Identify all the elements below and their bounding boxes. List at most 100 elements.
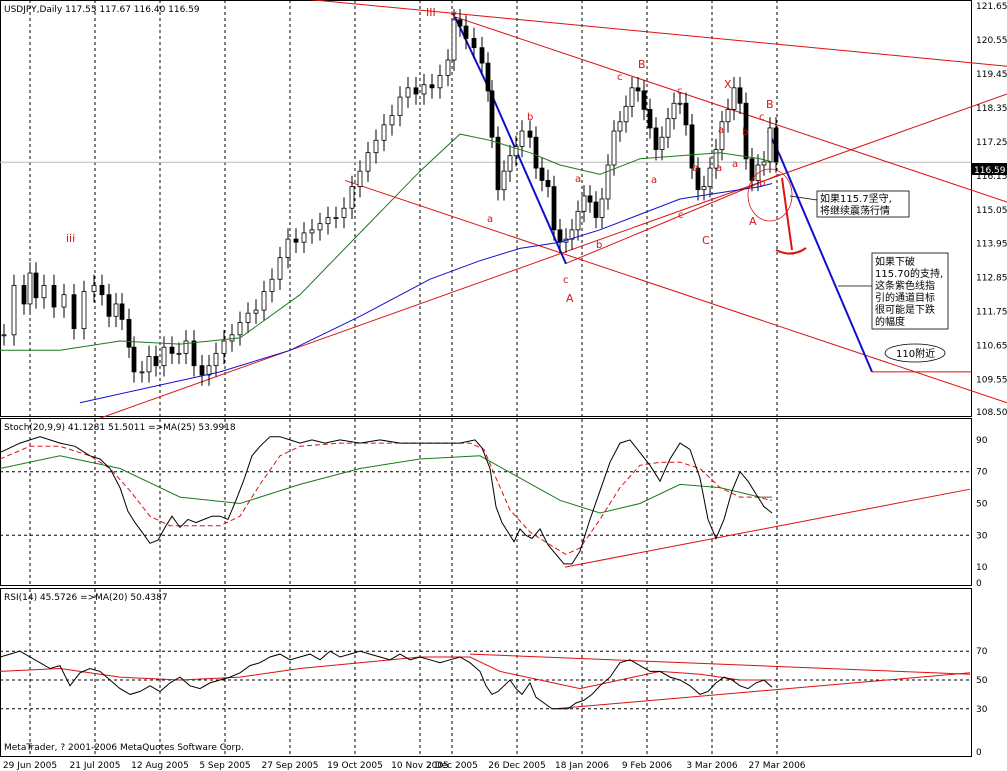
- x-tick-label: 27 Sep 2005: [261, 761, 318, 771]
- price-tick-label: 119.45: [976, 70, 1007, 80]
- price-bar-body: [575, 210, 581, 231]
- x-tick-label: 10 Nov 2005: [391, 761, 449, 771]
- price-bar-body: [221, 340, 227, 354]
- wave-label: a: [716, 163, 722, 174]
- price-bar-body: [617, 121, 623, 132]
- price-bar-body: [389, 115, 395, 126]
- price-bar-body: [285, 238, 291, 259]
- rsi-tick-label: 50: [976, 676, 988, 686]
- price-bar-body: [557, 229, 563, 243]
- price-bar-body: [146, 356, 152, 373]
- price-tick-label: 120.55: [976, 36, 1007, 46]
- price-bar-body: [81, 291, 87, 330]
- price-bar-body: [707, 167, 713, 188]
- price-bar-body: [445, 59, 451, 76]
- price-bar-body: [229, 334, 235, 342]
- x-tick-label: 12 Aug 2005: [131, 761, 189, 771]
- main-header: USDJPY,Daily 117.55 117.67 116.40 116.59: [4, 5, 200, 15]
- wave-label: c: [617, 72, 623, 83]
- price-bar-body: [629, 87, 635, 107]
- price-bar-body: [437, 75, 443, 89]
- price-bar-body: [397, 96, 403, 117]
- wave-label: B: [638, 58, 646, 71]
- stoch-tick-label: 50: [976, 500, 988, 510]
- price-bar-body: [253, 309, 259, 314]
- price-bar-body: [333, 217, 339, 219]
- price-bar-body: [479, 47, 485, 64]
- rsi-ma-line: [0, 656, 772, 690]
- x-tick-label: 3 Mar 2006: [686, 761, 738, 771]
- x-tick-label: 2 Dec 2005: [426, 761, 478, 771]
- price-bar-body: [713, 149, 719, 169]
- price-bar-body: [689, 124, 695, 169]
- price-bar-body: [551, 186, 557, 231]
- wave-label: c: [759, 112, 765, 123]
- price-bar-body: [533, 136, 539, 169]
- price-bar-body: [277, 257, 283, 280]
- price-tick-label: 108.50: [976, 408, 1007, 418]
- stoch-tick-label: 10: [976, 563, 988, 573]
- rsi-lower-trend-line: [554, 672, 971, 710]
- x-tick-label: 9 Feb 2006: [622, 761, 673, 771]
- x-tick-label: 18 Jan 2006: [555, 761, 609, 771]
- support-circle: [747, 168, 793, 222]
- annotation-box-2: 如果下破 115.70的支持, 这条紫色线指 引的通道目标 很可能是下跌 的幅度: [838, 252, 949, 330]
- x-tick-label: 19 Oct 2005: [327, 761, 383, 771]
- wave-label: a: [718, 125, 724, 136]
- wave-label: b: [742, 127, 748, 138]
- x-axis-labels: 29 Jun 2005 21 Jul 2005 12 Aug 2005 5 Sep 2…: [3, 761, 806, 771]
- price-bar-body: [119, 303, 125, 320]
- price-bar-body: [421, 84, 427, 95]
- price-bar-body: [325, 217, 331, 225]
- price-bar-body: [405, 87, 411, 98]
- price-bar-body: [587, 195, 593, 203]
- wave-labels: iii III v B c b a c A b a C c a X B c b …: [66, 6, 774, 305]
- price-bar-body: [126, 318, 132, 348]
- wave-label: a: [732, 159, 738, 170]
- price-bar-body: [701, 186, 707, 191]
- wave-label: iii: [66, 232, 75, 245]
- price-tick-label: 113.95: [976, 240, 1007, 250]
- trend-line: [309, 0, 1007, 67]
- wave-label: A: [566, 292, 574, 305]
- annotation-1-line-2: 将继续震荡行情: [820, 204, 890, 217]
- stoch-ma-line: [0, 455, 772, 514]
- price-bar-body: [429, 84, 435, 89]
- rsi-upper-trend-line: [469, 653, 971, 675]
- price-bar-body: [365, 152, 371, 172]
- annotation-box-1: 如果115.7坚守, 将继续震荡行情: [789, 190, 910, 218]
- price-bar-body: [27, 272, 33, 305]
- annotation-2-line-5: 很可能是下跌: [875, 303, 935, 316]
- price-bar-body: [683, 102, 689, 126]
- rsi-header: RSI(14) 45.5726 =>MA(20) 50.4387: [4, 593, 168, 603]
- price-bar-body: [471, 38, 477, 49]
- rsi-main-line: [0, 650, 773, 710]
- price-tick-label: 121.65: [976, 2, 1007, 12]
- annotation-2-line-3: 这条紫色线指: [875, 279, 935, 292]
- price-bar-body: [349, 186, 355, 209]
- price-bar-body: [237, 322, 243, 336]
- price-bar-body: [743, 102, 749, 160]
- trend-line: [344, 179, 1007, 404]
- price-bar-body: [647, 109, 653, 129]
- price-bar-body: [206, 365, 212, 376]
- price-bar-body: [599, 198, 605, 218]
- price-bar-body: [485, 62, 491, 92]
- price-bar-body: [653, 127, 659, 150]
- stoch-tick-label: 30: [976, 531, 988, 541]
- rsi-tick-label: 0: [976, 748, 982, 758]
- price-tick-label: 115.05: [976, 206, 1007, 216]
- price-bar-body: [139, 371, 145, 374]
- stoch-main-line: [0, 436, 773, 565]
- price-bar-body: [659, 136, 665, 150]
- annotation-2-line-1: 如果下破: [875, 255, 915, 268]
- price-bar-body: [191, 340, 197, 367]
- price-bar-body: [413, 87, 419, 95]
- ma-fast-line: [0, 133, 773, 351]
- wave-label: C: [702, 234, 710, 247]
- price-bar-body: [317, 223, 323, 231]
- x-tick-label: 29 Jun 2005: [3, 761, 57, 771]
- price-bar-body: [301, 232, 307, 243]
- trend-lines: [99, 0, 1007, 710]
